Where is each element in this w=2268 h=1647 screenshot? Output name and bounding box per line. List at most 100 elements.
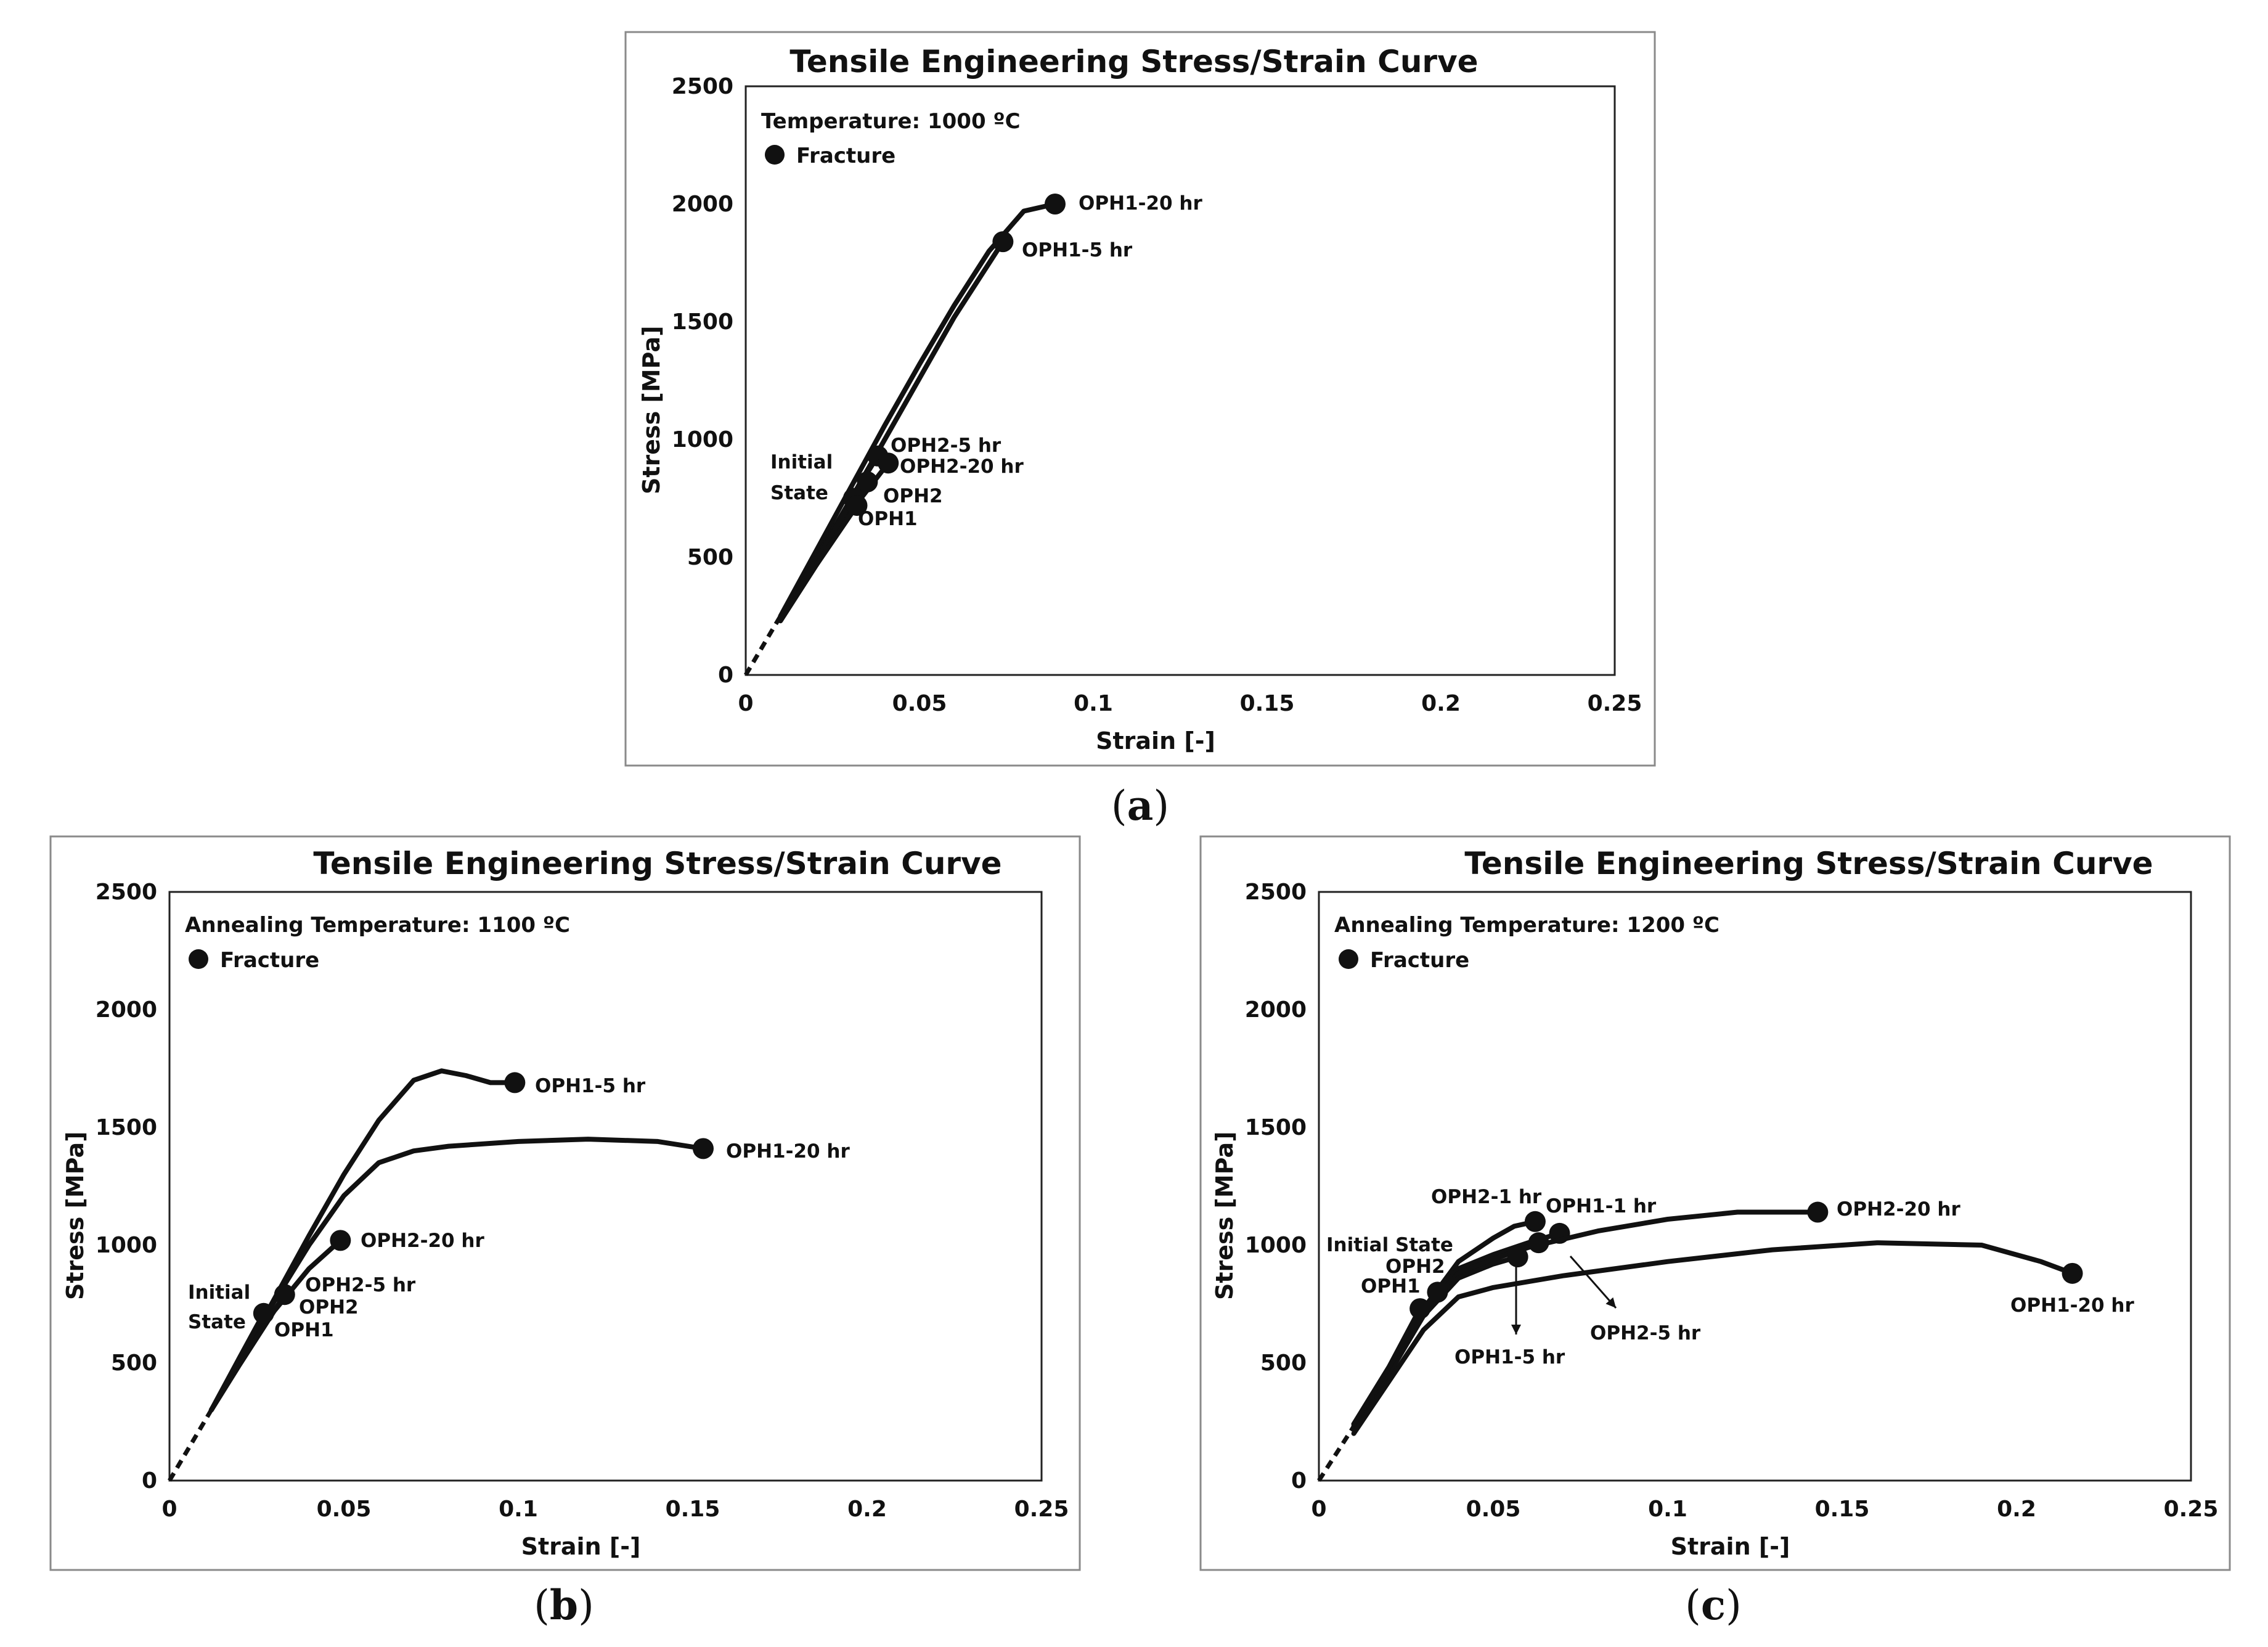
y-tick-label-b: 2000 <box>96 997 157 1023</box>
curve-label-oph1-5-hr-a: OPH1-5 hr <box>1022 239 1133 261</box>
fracture-point-oph2-20-hr-c <box>1807 1201 1829 1223</box>
caption-letter-c: c <box>1701 1581 1726 1629</box>
x-axis-label-c: Strain [-] <box>1671 1533 1790 1560</box>
caption-open-paren: ( <box>1685 1582 1701 1629</box>
fracture-point-oph1-20-hr-b <box>692 1138 714 1159</box>
fracture-point-initial-state-b <box>253 1302 274 1324</box>
y-tick-label-a: 2500 <box>672 74 733 99</box>
legend-fracture-label-a: Fracture <box>796 144 895 168</box>
fracture-point-oph1-5-hr-a <box>992 231 1014 253</box>
panel-a-frame <box>624 31 1656 767</box>
x-tick-label-b: 0.25 <box>1014 1497 1069 1522</box>
y-axis-label-b: Stress [MPa] <box>62 1131 89 1300</box>
plot-area-c <box>1318 891 2192 1482</box>
x-tick-label-a: 0.05 <box>892 691 947 716</box>
panel-caption-c: (c) <box>1685 1581 1742 1629</box>
y-tick-label-b: 1000 <box>96 1233 157 1258</box>
panel-b-frame <box>49 835 1081 1571</box>
curve-label-oph1-20-hr-a: OPH1-20 hr <box>1079 192 1202 215</box>
panel-caption-b: (b) <box>534 1581 594 1629</box>
leader-arrow-head-c <box>1605 1297 1616 1308</box>
legend-fracture-marker-a <box>765 145 785 165</box>
x-tick-label-c: 0.2 <box>1997 1497 2036 1522</box>
curve-label-oph1-b: OPH1 <box>274 1319 334 1341</box>
curve-label-initial-a: Initial <box>770 451 833 473</box>
y-tick-label-b: 500 <box>111 1351 157 1376</box>
x-tick-label-c: 0.05 <box>1466 1497 1521 1522</box>
series-line-oph1-a <box>778 503 860 624</box>
fracture-point-oph1-5-hr-c <box>1507 1246 1528 1268</box>
series-line-oph1-20-hr-a <box>778 202 1058 619</box>
panel-caption-a: (a) <box>1111 782 1169 830</box>
curve-label-oph1-5-hr-b: OPH1-5 hr <box>535 1075 646 1097</box>
chart-title-b: Tensile Engineering Stress/Strain Curve <box>313 846 1001 881</box>
fracture-point-oph1-20-hr-a <box>1044 194 1066 215</box>
x-tick-label-a: 0.15 <box>1240 691 1295 716</box>
y-axis-label-c: Stress [MPa] <box>1211 1131 1238 1300</box>
x-tick-label-a: 0.1 <box>1074 691 1113 716</box>
curve-label-state-a: State <box>770 482 828 504</box>
caption-close-paren: ) <box>578 1582 594 1629</box>
curve-label-oph2-20-hr-c: OPH2-20 hr <box>1837 1198 1960 1220</box>
series-line-oph1-20-hr-c <box>1351 1240 2075 1436</box>
fracture-point-oph1-5-hr-b <box>504 1072 526 1093</box>
condition-label-c: Annealing Temperature: 1200 ºC <box>1334 913 1719 938</box>
curve-label-oph1-5-hr-c: OPH1-5 hr <box>1454 1346 1565 1368</box>
series-line-initial-state-c <box>1351 1306 1423 1427</box>
fracture-point-oph2-20-hr-b <box>330 1230 351 1251</box>
curve-label-oph1-c: OPH1 <box>1361 1275 1421 1298</box>
fracture-point-oph2-5-hr-b <box>274 1284 295 1306</box>
legend-fracture-label-b: Fracture <box>220 948 319 973</box>
panel-c-chart: Tensile Engineering Stress/Strain Curve 0… <box>1199 835 2231 1629</box>
condition-label-b: Annealing Temperature: 1100 ºC <box>185 913 570 938</box>
y-tick-label-c: 1500 <box>1245 1115 1307 1140</box>
x-tick-label-c: 0.15 <box>1815 1497 1870 1522</box>
curve-label-oph2-c: OPH2 <box>1385 1256 1445 1278</box>
curve-label-oph2-1-hr-c: OPH2-1 hr <box>1431 1186 1542 1208</box>
curve-label-oph2-a: OPH2 <box>883 485 943 507</box>
fracture-point-initial-state-c <box>1409 1298 1431 1320</box>
caption-letter-b: b <box>550 1581 578 1629</box>
x-axis-label-a: Strain [-] <box>1096 727 1215 754</box>
x-tick-label-a: 0.2 <box>1421 691 1461 716</box>
x-tick-label-b: 0.2 <box>847 1497 887 1522</box>
y-tick-label-c: 1000 <box>1245 1233 1307 1258</box>
y-tick-label-c: 500 <box>1260 1351 1307 1376</box>
y-tick-label-a: 1500 <box>672 309 733 335</box>
legend-fracture-marker-c <box>1339 949 1358 969</box>
caption-open-paren: ( <box>1111 782 1127 830</box>
x-tick-label-b: 0.05 <box>317 1497 372 1522</box>
caption-close-paren: ) <box>1153 782 1169 830</box>
y-tick-label-b: 2500 <box>96 880 157 905</box>
curve-label-oph2-b: OPH2 <box>299 1296 359 1318</box>
panel-c-frame <box>1199 835 2231 1571</box>
chart-title-a: Tensile Engineering Stress/Strain Curve <box>789 44 1478 80</box>
y-tick-label-c: 2500 <box>1245 880 1307 905</box>
leader-arrow-head-c <box>1511 1325 1521 1334</box>
x-tick-label-c: 0 <box>1311 1497 1326 1522</box>
y-tick-label-c: 2000 <box>1245 997 1307 1023</box>
plot-area-a <box>744 85 1616 676</box>
y-tick-label-c: 0 <box>1291 1468 1307 1494</box>
y-tick-label-b: 1500 <box>96 1115 157 1140</box>
curve-label-oph2-5-hr-c: OPH2-5 hr <box>1590 1322 1701 1344</box>
curve-label-oph1-a: OPH1 <box>858 508 918 530</box>
x-tick-label-a: 0 <box>738 691 753 716</box>
curve-label-oph2-5-hr-b: OPH2-5 hr <box>305 1274 416 1296</box>
fracture-point-oph2-5-hr-c <box>1528 1232 1549 1254</box>
y-tick-label-b: 0 <box>142 1468 157 1494</box>
x-tick-label-b: 0.15 <box>666 1497 720 1522</box>
curve-label-oph2-20-hr-a: OPH2-20 hr <box>900 456 1024 478</box>
curve-label-oph2-5-hr-a: OPH2-5 hr <box>891 435 1001 457</box>
curve-label-initial-state-c: Initial State <box>1326 1234 1453 1256</box>
caption-close-paren: ) <box>1726 1582 1742 1629</box>
y-tick-label-a: 0 <box>718 663 733 688</box>
plot-area-b <box>168 891 1043 1482</box>
curve-label-oph1-20-hr-b: OPH1-20 hr <box>726 1140 850 1163</box>
series-line-initial-state-b <box>208 1310 266 1413</box>
legend-fracture-label-c: Fracture <box>1370 948 1469 973</box>
fracture-point-oph2-a <box>857 471 878 492</box>
x-tick-label-b: 0.1 <box>499 1497 538 1522</box>
curve-label-initial-b: Initial <box>188 1281 250 1304</box>
